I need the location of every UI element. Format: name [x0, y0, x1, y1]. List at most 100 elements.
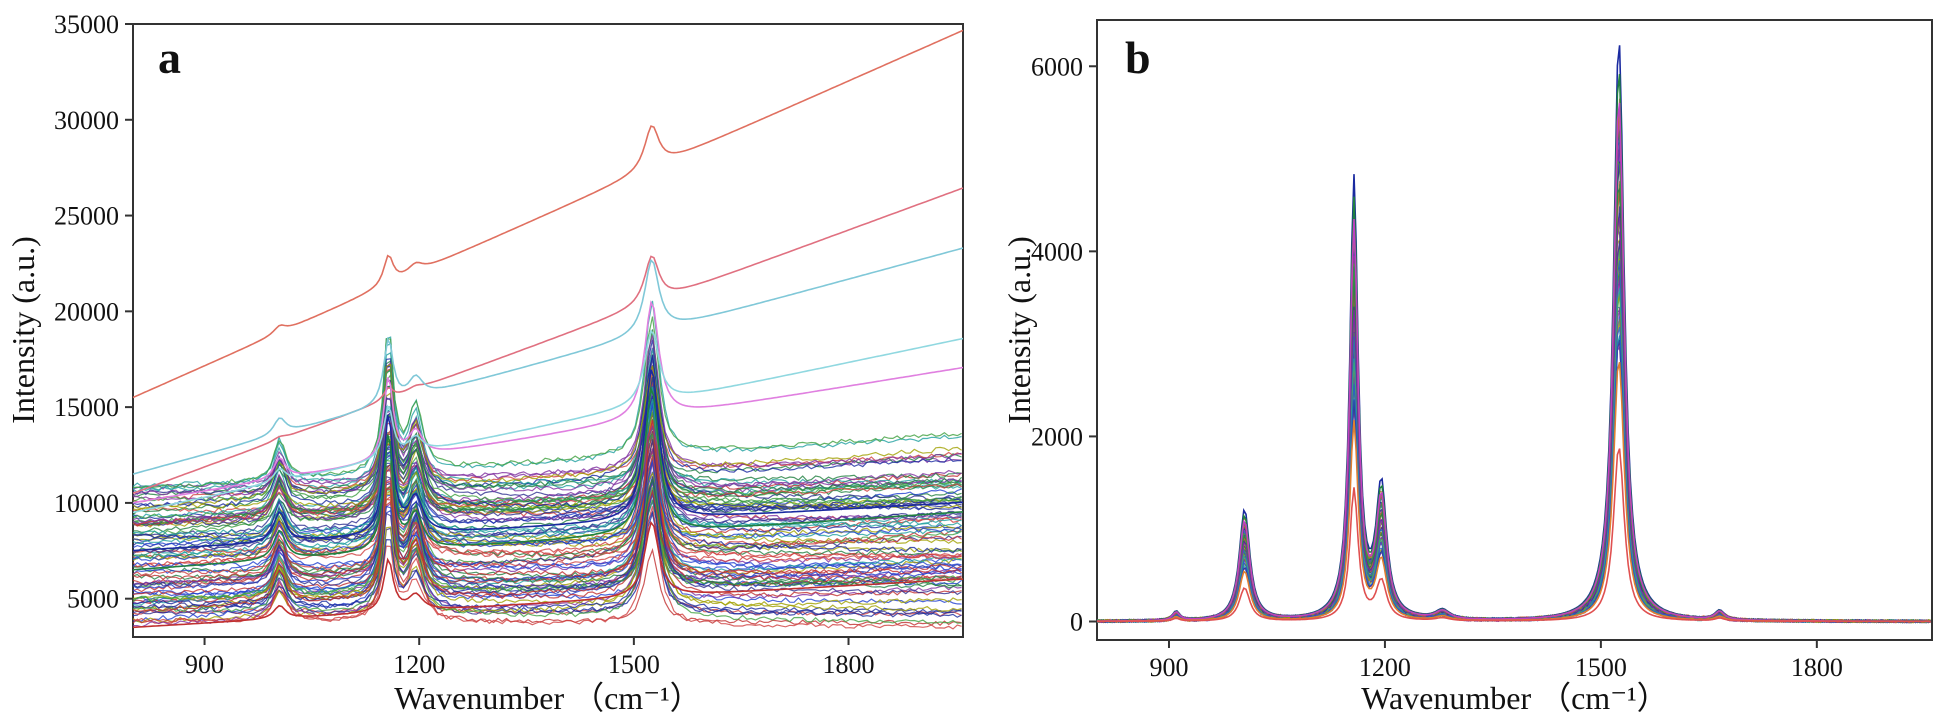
series-line-b-bg-53 [1096, 335, 1931, 624]
x-axis-unit-b: （cm⁻¹） [1539, 680, 1669, 716]
series-line-b-bg-46 [1096, 307, 1931, 624]
series-line-a-bg-67 [132, 454, 962, 624]
chart-panel-a: 900 1200 1500 1800 5000 10000 15000 20000 25000 3… [5, 10, 964, 716]
series-line-b-bg-68 [1096, 327, 1932, 624]
ticks-a: 900 1200 1500 1800 5000 10000 15000 20000 25000 3… [54, 10, 875, 679]
series-line-b-bg-3 [1096, 160, 1932, 624]
series-line-b-bg-32 [1096, 157, 1931, 624]
x-tick-label-b-0: 900 [1149, 653, 1188, 682]
series-line-a-bg-71 [132, 366, 962, 533]
series-line-a-bg-64 [132, 335, 962, 497]
series-line-b-bg-4 [1096, 227, 1931, 624]
x-tick-label-b-2: 1500 [1575, 653, 1627, 682]
series-line-b-bg-5 [1096, 273, 1931, 624]
y-tick-label-a-3: 20000 [54, 297, 119, 326]
x-tick-label-a-1: 1200 [393, 650, 445, 679]
series-line-a-bg-48 [132, 495, 962, 630]
x-axis-unit-a: （cm⁻¹） [572, 680, 702, 716]
series-line-b-1 [1097, 74, 1931, 622]
y-tick-label-b-1: 2000 [1031, 422, 1083, 451]
series-line-a-bg-51 [132, 415, 962, 560]
panel-label-b: b [1125, 32, 1151, 83]
series-line-b-0 [1097, 45, 1931, 622]
series-line-b-bg-27 [1096, 118, 1931, 624]
series-group-a [132, 29, 964, 630]
series-line-a-bg-76 [132, 452, 962, 589]
series-line-a-bg-60 [132, 489, 962, 614]
series-line-b-bg-38 [1096, 109, 1931, 624]
series-line-b-bg-41 [1096, 217, 1931, 624]
series-line-b-bg-48 [1096, 142, 1931, 624]
series-line-a-7 [132, 520, 964, 629]
series-line-b-bg-30 [1096, 115, 1931, 624]
y-tick-label-a-4: 25000 [54, 202, 119, 231]
series-line-a-bg-84 [132, 409, 962, 524]
y-tick-label-a-2: 15000 [54, 393, 119, 422]
series-line-b-bg-9 [1096, 319, 1931, 624]
series-line-a-bg-66 [132, 403, 962, 571]
y-tick-label-a-6: 35000 [54, 10, 119, 39]
series-line-b-bg-43 [1096, 133, 1931, 624]
series-line-a-0 [132, 29, 964, 399]
series-line-b-bg-18 [1096, 335, 1931, 624]
x-tick-label-b-1: 1200 [1359, 653, 1411, 682]
plot-area-frame-a [132, 23, 964, 638]
series-line-b-bg-11 [1096, 190, 1931, 624]
ticks-b: 900 1200 1500 1800 0 2000 4000 6000 [1031, 52, 1843, 682]
series-line-b-bg-0 [1096, 309, 1931, 624]
series-line-a-bg-77 [132, 459, 962, 603]
series-line-b-4 [1097, 448, 1931, 623]
x-axis-title-a: Wavenumber （cm⁻¹） [394, 680, 701, 716]
y-tick-label-a-5: 30000 [54, 106, 119, 135]
y-tick-label-a-0: 5000 [67, 585, 119, 614]
series-line-b-bg-24 [1096, 137, 1931, 624]
series-line-b-bg-40 [1096, 266, 1931, 624]
series-line-b-bg-1 [1096, 118, 1931, 624]
y-tick-label-a-1: 10000 [54, 489, 119, 518]
series-line-b-bg-34 [1096, 131, 1931, 624]
series-line-b-bg-28 [1096, 306, 1931, 624]
series-line-b-bg-57 [1096, 188, 1931, 624]
series-line-b-bg-14 [1096, 212, 1931, 624]
x-tick-label-b-3: 1800 [1791, 653, 1843, 682]
y-tick-label-b-2: 4000 [1031, 237, 1083, 266]
series-line-a-bg-4 [132, 347, 962, 490]
chart-panel-b: 900 1200 1500 1800 0 2000 4000 6000 b Wavenumbe… [1001, 19, 1933, 716]
series-line-b-bg-45 [1096, 249, 1931, 624]
series-line-a-bg-52 [132, 430, 962, 605]
series-line-b-bg-69 [1096, 114, 1931, 624]
series-line-a-bg-58 [132, 382, 962, 568]
series-line-b-bg-60 [1096, 161, 1931, 624]
series-line-b-bg-21 [1096, 274, 1931, 624]
series-line-b-bg-39 [1096, 217, 1931, 624]
series-line-b-bg-44 [1096, 240, 1931, 624]
series-line-a-bg-89 [132, 439, 962, 596]
series-line-a-bg-86 [132, 442, 962, 562]
plot-area-frame-b [1096, 19, 1933, 641]
series-line-a-bg-61 [132, 329, 963, 526]
series-line-b-bg-52 [1096, 213, 1931, 624]
series-line-a-bg-13 [132, 348, 962, 492]
series-line-b-bg-59 [1096, 293, 1931, 624]
series-line-b-bg-33 [1096, 115, 1931, 624]
x-tick-label-a-2: 1500 [608, 650, 660, 679]
series-line-b-3 [1097, 362, 1931, 623]
series-line-b-bg-55 [1096, 184, 1931, 624]
series-line-b-bg-64 [1096, 206, 1931, 624]
series-line-a-1 [132, 187, 964, 495]
series-line-b-bg-66 [1096, 217, 1931, 624]
x-tick-label-a-3: 1800 [823, 650, 875, 679]
y-tick-label-b-3: 6000 [1031, 52, 1083, 81]
y-tick-label-b-0: 0 [1070, 607, 1083, 636]
series-line-b-bg-6 [1096, 112, 1931, 624]
series-line-b-bg-50 [1096, 126, 1931, 624]
series-line-a-bg-88 [132, 456, 962, 576]
series-line-b-bg-56 [1096, 143, 1931, 624]
series-line-b-bg-47 [1096, 112, 1931, 624]
series-line-b-bg-7 [1096, 263, 1932, 624]
series-line-a-bg-79 [132, 357, 962, 553]
series-line-b-bg-49 [1096, 258, 1931, 624]
series-line-b-bg-29 [1096, 239, 1931, 624]
x-axis-title-b: Wavenumber （cm⁻¹） [1361, 680, 1668, 716]
